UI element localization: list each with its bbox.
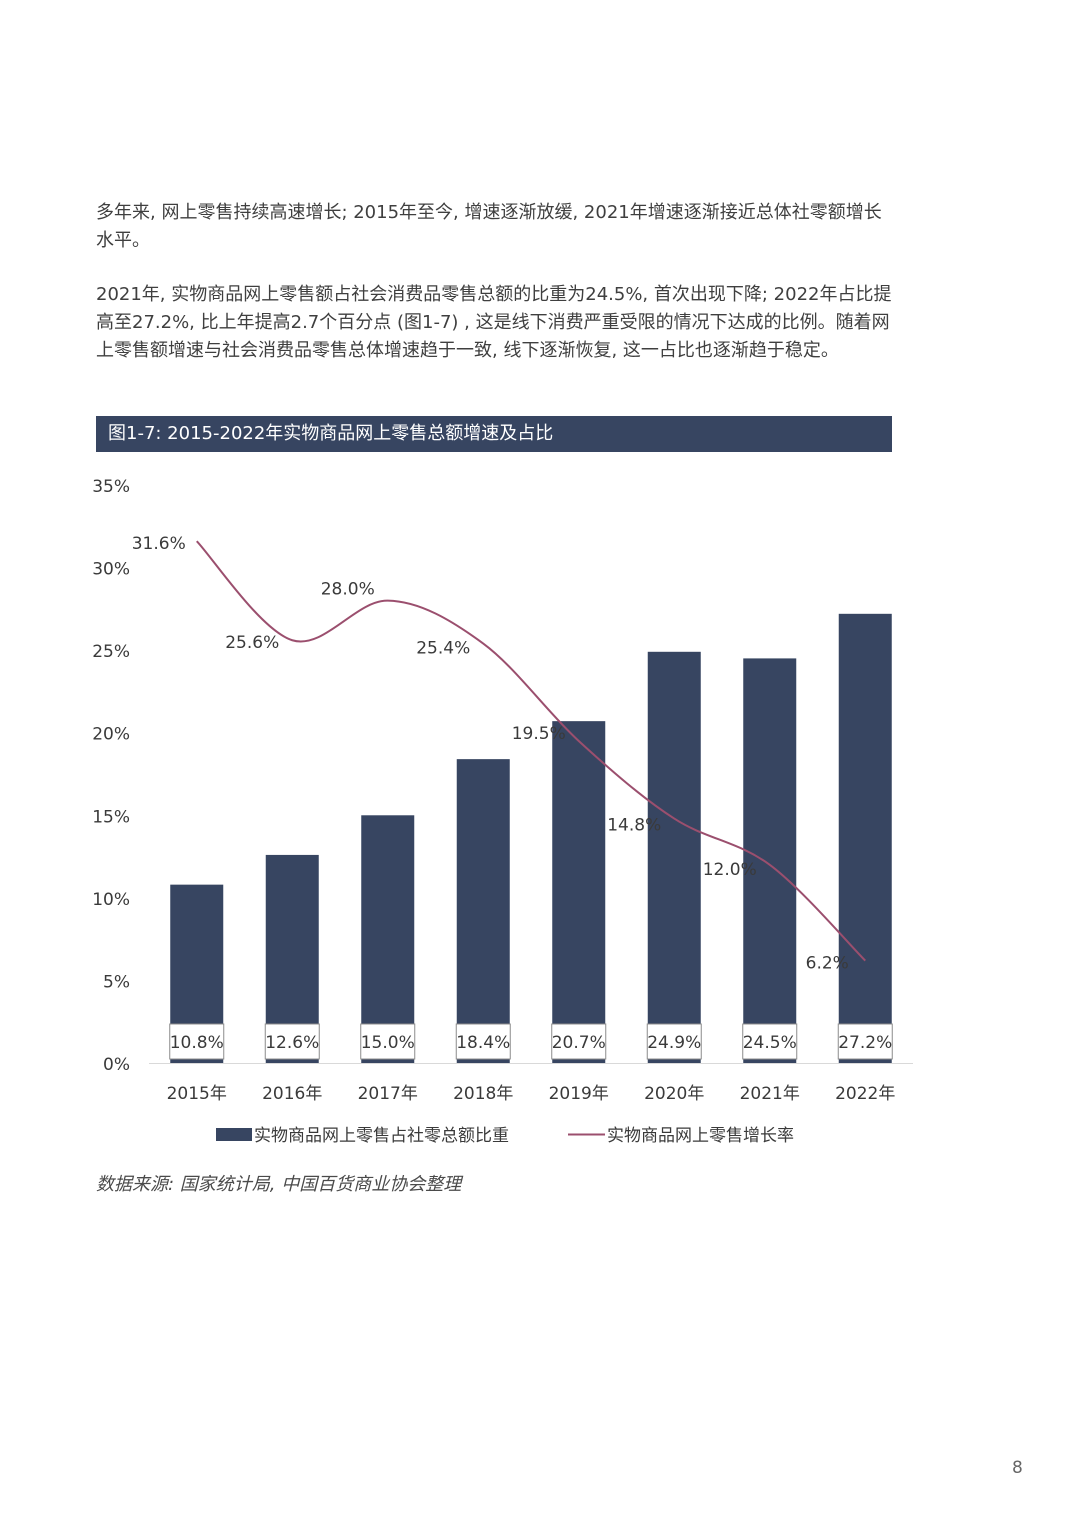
data-source: 数据来源: 国家统计局, 中国百货商业协会整理 (96, 1174, 462, 1195)
x-axis: 2015年 2016年 2017年 2018年 2019年 2020年 2021年 2022年 (149, 1063, 913, 1104)
growth-rate-line (196, 540, 866, 962)
line-value-label: 31.6% (132, 534, 186, 554)
bar (552, 721, 606, 1063)
y-tick-label: 0% (103, 1055, 130, 1075)
chart: 0% 5% 10% 15% 20% 25% 30% 35% 10.8% 12.6% 15.0% 18… (92, 477, 913, 1146)
bar-value-box (264, 1023, 320, 1060)
bar-series: 10.8% 12.6% 15.0% 18.4% 20.7% 24.9% 24.5% 27.2% (169, 613, 893, 1063)
bar-value-box (360, 1023, 416, 1060)
line-value-label: 28.0% (321, 580, 375, 600)
bar-value-box (837, 1023, 893, 1060)
line-value-label: 19.5% (512, 724, 566, 744)
line-value-label: 25.4% (416, 639, 470, 659)
y-tick-label: 30% (92, 560, 130, 580)
intro-paragraph-2: 2021年, 实物商品网上零售额占社会消费品零售总额的比重为24.5%, 首次出… (96, 284, 892, 361)
x-tick-label: 2022年 (835, 1084, 895, 1104)
x-tick-label: 2019年 (549, 1084, 609, 1104)
x-tick-label: 2016年 (262, 1084, 322, 1104)
bar (361, 815, 415, 1063)
bar-value-box (455, 1023, 511, 1060)
legend: 实物商品网上零售占社零总额比重 实物商品网上零售增长率 (216, 1126, 794, 1146)
bar-value-box (551, 1023, 607, 1060)
bar (743, 658, 797, 1063)
bar-value-label: 20.7% (552, 1033, 606, 1053)
bar (838, 613, 892, 1063)
intro-paragraph-1: 多年来, 网上零售持续高速增长; 2015年至今, 增速逐渐放缓, 2021年增… (96, 202, 882, 251)
legend-bar-label: 实物商品网上零售占社零总额比重 (254, 1126, 509, 1146)
bar (647, 651, 701, 1063)
y-tick-label: 20% (92, 725, 130, 745)
y-tick-label: 5% (103, 972, 130, 992)
y-tick-label: 10% (92, 890, 130, 910)
bar-value-box (742, 1023, 798, 1060)
line-value-label: 25.6% (225, 633, 279, 653)
line-value-label: 6.2% (806, 954, 849, 974)
x-tick-label: 2018年 (453, 1084, 513, 1104)
bar-value-label: 12.6% (265, 1033, 319, 1053)
bar-value-label: 10.8% (170, 1033, 224, 1053)
line-value-label: 14.8% (607, 816, 661, 836)
bar-value-box (169, 1023, 225, 1060)
bar-value-label: 24.5% (743, 1033, 797, 1053)
bar-value-label: 15.0% (361, 1033, 415, 1053)
y-tick-label: 25% (92, 642, 130, 662)
bar-value-label: 18.4% (456, 1033, 510, 1053)
page-number: 8 (1012, 1458, 1023, 1478)
legend-line-label: 实物商品网上零售增长率 (607, 1126, 794, 1146)
line-series: 31.6% 25.6% 28.0% 25.4% 19.5% 14.8% 12.0% 6.2% (132, 534, 866, 974)
y-tick-label: 15% (92, 807, 130, 827)
x-tick-label: 2015年 (167, 1084, 227, 1104)
bar (456, 759, 510, 1063)
line-value-label: 12.0% (703, 860, 757, 880)
x-tick-label: 2020年 (644, 1084, 704, 1104)
x-tick-label: 2021年 (740, 1084, 800, 1104)
bar-value-label: 24.9% (647, 1033, 701, 1053)
x-tick-label: 2017年 (358, 1084, 418, 1104)
bar-value-label: 27.2% (838, 1033, 892, 1053)
legend-bar-swatch (216, 1128, 252, 1141)
bar-value-box (646, 1023, 702, 1060)
figure-title: 图1-7: 2015-2022年实物商品网上零售总额增速及占比 (96, 416, 892, 452)
y-tick-label: 35% (92, 477, 130, 497)
y-axis: 0% 5% 10% 15% 20% 25% 30% 35% (92, 477, 130, 1075)
